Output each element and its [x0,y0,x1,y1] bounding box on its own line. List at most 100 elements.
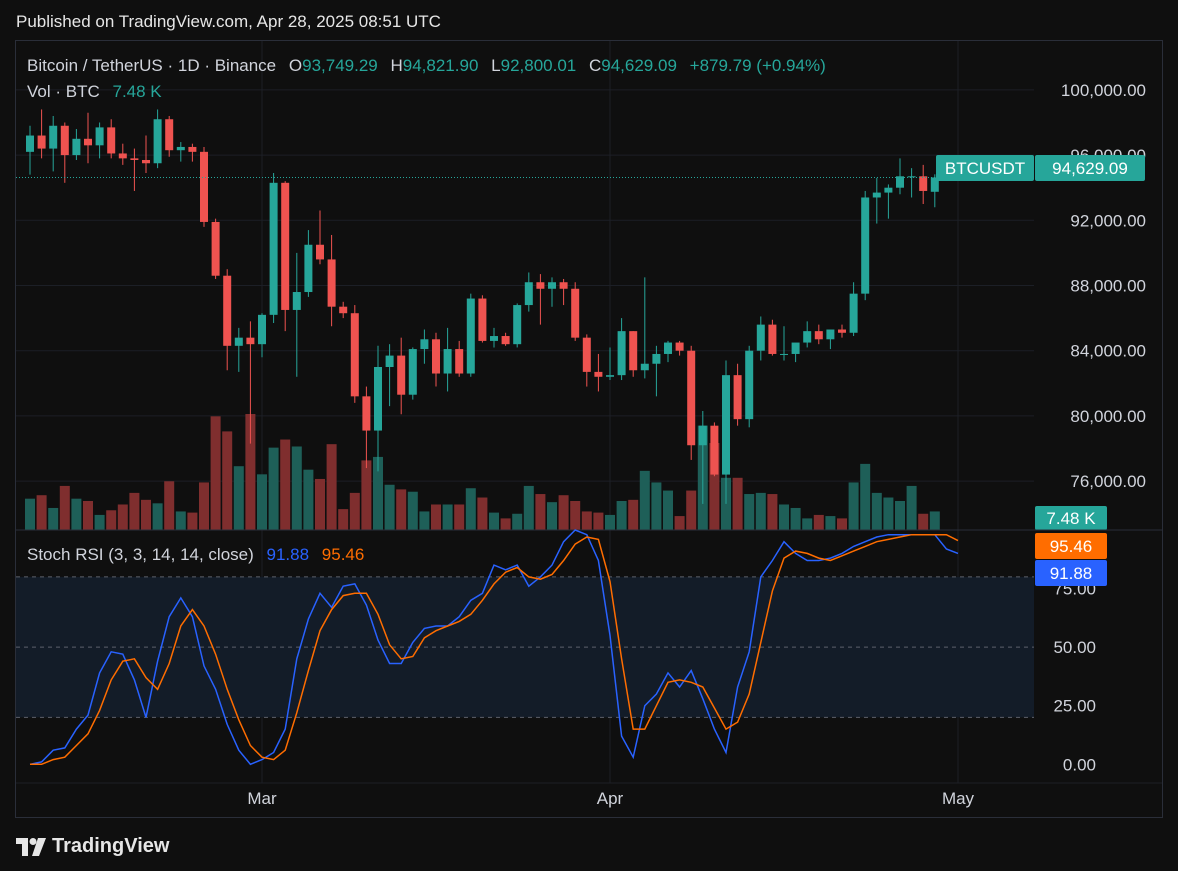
volume-bar [570,501,581,530]
volume-bar [245,414,256,530]
candle-body [408,349,417,395]
volume-bar [152,503,163,530]
price-axis[interactable]: 100,000.0096,000.0092,000.0088,000.0084,… [1061,81,1146,491]
stoch-k-tag: 91.88 [1050,564,1093,583]
candle-body [919,176,928,191]
candle-body [861,197,870,294]
volume-bar [175,511,186,530]
candle-body [582,337,591,372]
stoch-label: Stoch RSI (3, 3, 14, 14, close) [27,545,254,564]
candle-body [513,305,522,345]
candle-body [675,342,684,351]
volume-value: 7.48 K [112,82,162,101]
volume-bar [199,482,209,530]
volume-bar [547,502,557,530]
chart-legend: Bitcoin / TetherUS · 1D · Binance O93,74… [27,56,826,101]
candle-body [153,119,162,164]
volume-bar [141,499,151,530]
volume-bar [929,511,940,530]
chart-svg[interactable]: 100,000.0096,000.0092,000.0088,000.0084,… [16,41,1162,817]
volume-bar [326,444,337,530]
volume-bar [477,497,488,530]
candle-body [49,125,58,149]
stoch-series-k [29,529,959,766]
symbol-tag-label: BTCUSDT [945,159,1025,178]
candle-body [791,342,800,354]
published-caption: Published on TradingView.com, Apr 28, 20… [16,12,441,31]
candle-body [849,293,858,333]
last-price-tag: 94,629.09 [1052,159,1128,178]
candle-body [374,367,382,431]
candle-body [814,331,823,340]
volume-bar [686,490,697,530]
legend-symbol: Bitcoin / TetherUS · 1D · Binance [27,56,276,75]
volume-bar [48,507,59,530]
volume-bars [25,414,940,530]
stoch-d-value: 95.46 [322,545,365,564]
stoch-tick-label: 50.00 [1053,638,1096,657]
candle-body [884,187,893,193]
candle-body [524,282,533,306]
volume-tag: 7.48 K [1035,506,1107,530]
volume-bar [674,516,685,530]
price-tick-label: 88,000.00 [1070,277,1146,296]
candle-body [200,151,208,222]
legend-high-value: 94,821.90 [403,56,479,75]
candle-body [606,375,614,377]
candle-body [640,363,649,371]
candle-body [420,339,429,350]
volume-bar [83,501,93,530]
volume-bar [744,494,755,530]
svg-text:Stoch RSI (3, 3, 14, 14, close: Stoch RSI (3, 3, 14, 14, close) 91.88 95… [27,545,364,564]
volume-bar [187,512,198,530]
volume-bar [767,494,778,530]
candle-body [652,353,661,364]
candle-body [223,275,232,346]
volume-bar [233,466,244,530]
candle-body [130,158,139,160]
volume-bar [512,513,523,530]
candle-body [466,298,475,374]
candle-body [188,146,197,152]
volume-bar [871,492,882,530]
volume-bar [454,504,465,530]
candle-body [350,313,359,397]
volume-bar [129,492,140,530]
candle-body [664,342,672,354]
candle-body [594,371,603,377]
candle-body [118,153,127,159]
volume-bar [639,470,650,530]
stoch-tick-label: 25.00 [1053,697,1096,716]
volume-bar [431,504,441,530]
candle-body [768,324,777,354]
candle-body [327,259,336,307]
volume-bar [802,518,813,530]
candles [26,109,939,504]
candle-body [362,396,371,431]
volume-bar [384,484,395,530]
candle-body [385,355,394,367]
candle-body [455,349,464,374]
candle-body [95,127,104,146]
price-tick-label: 76,000.00 [1070,472,1146,491]
volume-bar [257,474,267,530]
candle-body [559,282,568,289]
candle-body [930,177,939,192]
volume-bar [813,514,824,530]
candle-body [745,350,754,420]
time-axis[interactable]: Mar Apr May [247,789,974,808]
chart-frame: 100,000.0096,000.0092,000.0088,000.0084,… [15,40,1163,818]
candle-body [339,306,348,314]
footer-brand[interactable]: TradingView [16,835,169,858]
volume-bar [848,482,859,530]
candle-body [37,135,46,149]
volume-bar [303,469,314,530]
volume-bar [755,492,766,530]
candle-body [548,282,556,289]
candle-body [142,159,150,164]
stoch-tick-label: 0.00 [1063,755,1096,774]
candle-body [838,329,846,333]
stoch-tags: 95.46 91.88 [1035,533,1107,586]
candle-body [316,244,324,260]
